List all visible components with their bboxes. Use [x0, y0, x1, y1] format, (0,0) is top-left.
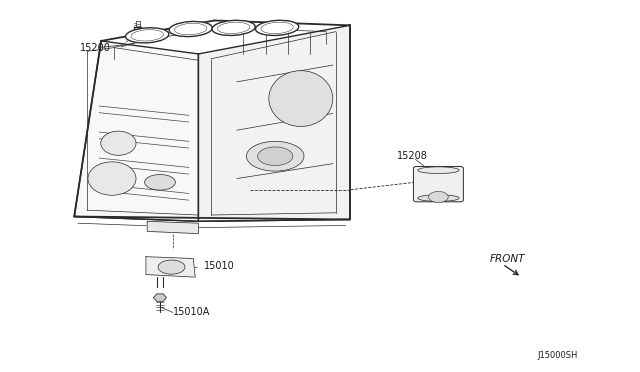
Ellipse shape [269, 71, 333, 126]
Text: FRONT: FRONT [490, 254, 525, 263]
Ellipse shape [255, 20, 299, 35]
Ellipse shape [125, 28, 169, 43]
Ellipse shape [257, 147, 293, 166]
Ellipse shape [169, 22, 212, 36]
Text: 15010: 15010 [204, 261, 234, 271]
Polygon shape [146, 257, 195, 277]
Ellipse shape [88, 162, 136, 195]
Polygon shape [74, 41, 198, 221]
Ellipse shape [158, 260, 185, 274]
FancyBboxPatch shape [413, 167, 463, 202]
Ellipse shape [418, 167, 459, 173]
Text: J15000SH: J15000SH [538, 351, 578, 360]
Polygon shape [198, 25, 350, 221]
Ellipse shape [429, 191, 448, 202]
Ellipse shape [418, 195, 459, 202]
Text: 15010A: 15010A [173, 308, 210, 317]
Text: 15200: 15200 [80, 43, 111, 52]
Polygon shape [154, 294, 166, 301]
Polygon shape [147, 221, 198, 234]
Ellipse shape [145, 174, 175, 190]
Ellipse shape [212, 20, 255, 35]
Ellipse shape [101, 131, 136, 155]
Text: 15208: 15208 [397, 151, 428, 161]
Ellipse shape [246, 141, 304, 171]
